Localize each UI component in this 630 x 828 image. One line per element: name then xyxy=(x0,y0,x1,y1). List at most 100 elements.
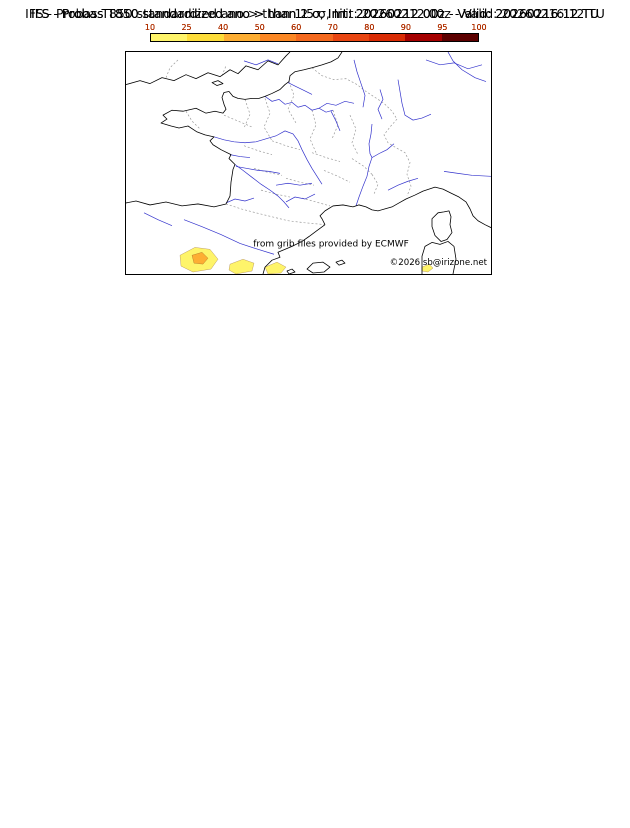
coastline xyxy=(211,80,224,86)
admin-border xyxy=(383,118,412,197)
panel-sigma-2: IFS - Probas T850 standardized ano > tha… xyxy=(0,0,630,276)
prob-contour-level-25 xyxy=(191,252,209,265)
colorbar-tick: 80 xyxy=(364,23,375,32)
river xyxy=(234,164,290,209)
river xyxy=(275,182,313,186)
river xyxy=(425,59,483,70)
river xyxy=(355,143,395,207)
colorbar-tick: 25 xyxy=(181,23,192,32)
colorbar-tick: 25 xyxy=(181,23,192,32)
river xyxy=(353,59,366,108)
admin-border xyxy=(351,158,373,175)
colorbar-tick: 95 xyxy=(437,23,448,32)
colorbar-tick: 90 xyxy=(400,23,411,32)
map-sigma-2: from grib files provided by ECMWF ©2026 s… xyxy=(125,51,492,275)
river xyxy=(243,59,279,66)
colorbar-labels: 10 25 40 50 60 70 80 90 95 100 xyxy=(145,23,487,33)
colorbar-tick: 50 xyxy=(254,23,265,32)
coastline xyxy=(286,268,296,274)
admin-border xyxy=(260,189,291,198)
admin-border xyxy=(243,99,251,129)
colorbar-tick: 100 xyxy=(471,23,487,32)
river xyxy=(368,123,373,158)
coastline xyxy=(262,224,326,274)
admin-border xyxy=(301,197,331,207)
admin-border xyxy=(331,110,339,139)
coastline xyxy=(319,186,491,228)
colorbar-tick: 100 xyxy=(471,23,487,32)
colorbar-tick: 50 xyxy=(254,23,265,32)
coastline xyxy=(335,259,346,266)
colorbar-segment xyxy=(187,34,224,41)
river xyxy=(225,197,255,204)
colorbar-tick: 70 xyxy=(327,23,338,32)
admin-border xyxy=(271,140,301,151)
admin-border xyxy=(323,170,351,183)
admin-border xyxy=(221,65,227,76)
colorbar-segment xyxy=(259,34,297,41)
colorbar-tick: 10 xyxy=(144,23,156,32)
colorbar-labels: 10 25 40 50 60 70 80 90 95 100 xyxy=(145,23,487,33)
river xyxy=(183,219,275,255)
colorbar-tick: 95 xyxy=(437,23,448,32)
river xyxy=(330,111,341,132)
colorbar-tick: 50 xyxy=(254,23,265,32)
colorbar-tick: 100 xyxy=(471,23,487,32)
colorbar-scale xyxy=(150,33,479,42)
colorbar-tick: 10 xyxy=(144,23,156,32)
coastline xyxy=(126,52,343,208)
colorbar-tick: 80 xyxy=(364,23,375,32)
panel-title: IFS - Probas T850 standardized ano > tha… xyxy=(31,6,599,21)
river xyxy=(377,89,384,120)
colorbar-tick: 40 xyxy=(218,23,229,32)
admin-border xyxy=(243,145,273,155)
coastline xyxy=(126,52,291,85)
prob-contour-level-10 xyxy=(228,258,255,274)
admin-border xyxy=(311,152,341,162)
colorbar-segment xyxy=(441,34,478,41)
admin-border xyxy=(223,114,253,128)
colorbar-tick: 95 xyxy=(437,23,448,32)
ecmwf-watermark: from grib files provided by ECMWF xyxy=(253,239,409,249)
admin-border xyxy=(225,203,326,226)
river xyxy=(387,177,419,191)
colorbar-tick: 25 xyxy=(181,23,192,32)
river xyxy=(229,154,251,158)
river xyxy=(318,100,355,109)
copyright-watermark: ©2026 sb@irizone.net xyxy=(390,258,488,268)
colorbar-segment xyxy=(368,34,406,41)
colorbar-tick: 80 xyxy=(364,23,375,32)
colorbar-segment xyxy=(332,34,369,41)
coastline xyxy=(431,210,453,242)
colorbar-tick: 60 xyxy=(291,23,302,32)
colorbar-tick: 70 xyxy=(327,23,338,32)
admin-border xyxy=(253,168,283,176)
colorbar-tick: 10 xyxy=(144,23,156,32)
colorbar-tick: 60 xyxy=(291,23,302,32)
river xyxy=(264,96,334,113)
colorbar: 10 25 40 50 60 70 80 90 95 100 xyxy=(145,23,487,42)
colorbar-tick: 40 xyxy=(218,23,229,32)
river xyxy=(143,212,173,226)
panel-title: IFS - Probas T850 standardized ano > tha… xyxy=(25,6,605,21)
river xyxy=(287,82,313,95)
colorbar-segment xyxy=(223,34,260,41)
admin-border xyxy=(349,115,359,155)
colorbar-segment xyxy=(296,34,333,41)
admin-border xyxy=(311,67,398,120)
river xyxy=(397,79,432,121)
colorbar-tick: 90 xyxy=(400,23,411,32)
colorbar-segment xyxy=(151,34,188,41)
colorbar-tick: 90 xyxy=(400,23,411,32)
probability-map: from grib files provided by ECMWF ©2026 s… xyxy=(126,52,491,274)
prob-contour-level-10 xyxy=(264,261,287,274)
river xyxy=(213,130,313,169)
colorbar-tick: 40 xyxy=(218,23,229,32)
coastline xyxy=(306,261,331,274)
panel-title: IFS - Probas T850 standardized ano > tha… xyxy=(31,6,599,21)
river xyxy=(235,166,281,174)
colorbar-tick: 70 xyxy=(327,23,338,32)
colorbar-labels: 10 25 40 50 60 70 80 90 95 100 xyxy=(145,23,487,33)
admin-border xyxy=(285,177,315,186)
